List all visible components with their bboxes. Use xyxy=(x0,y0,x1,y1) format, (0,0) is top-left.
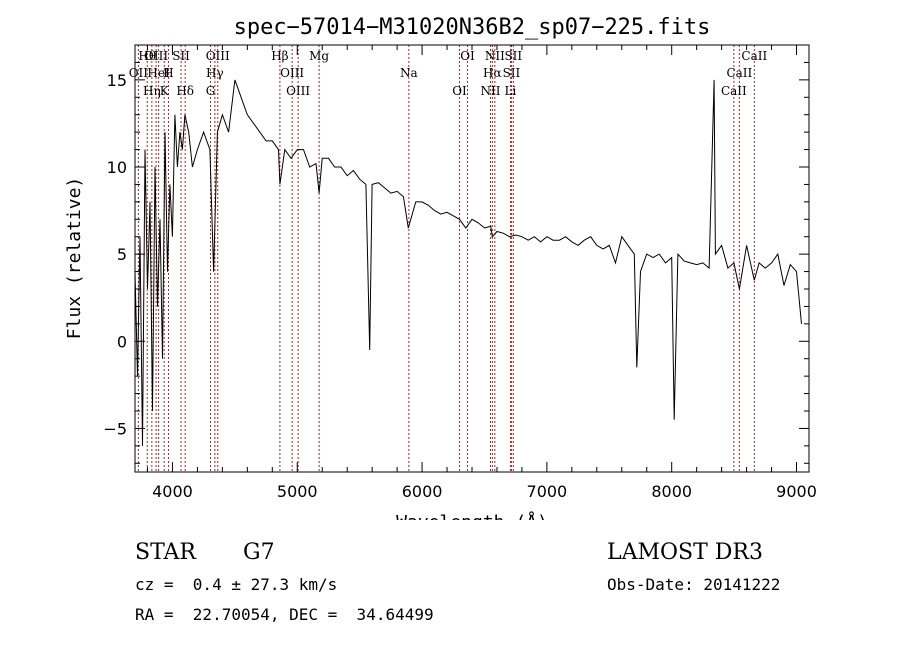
line-marker-label: Hδ xyxy=(176,84,194,98)
line-marker-label: Hγ xyxy=(206,66,224,80)
line-marker-label: Mg xyxy=(309,49,329,63)
line-markers xyxy=(137,45,755,472)
survey-name: LAMOST DR3 xyxy=(607,540,763,565)
x-tick-label: 5000 xyxy=(277,482,318,501)
line-marker-label: G xyxy=(206,84,216,98)
line-marker-label: NII xyxy=(480,84,500,98)
line-marker-label: H xyxy=(163,66,173,80)
x-tick-label: 8000 xyxy=(651,482,692,501)
line-marker-label: Hα xyxy=(483,66,502,80)
line-marker-label: OIII xyxy=(206,49,230,63)
sky-coordinates: RA = 22.70054, DEC = 34.64499 xyxy=(135,605,434,624)
line-marker-label: OI xyxy=(460,49,475,63)
spectrum-chart: spec−57014−M31020N36B2_sp07−225.fits HθO… xyxy=(64,15,817,520)
y-tick-label: 10 xyxy=(107,158,127,177)
object-class: STAR xyxy=(135,540,196,565)
axis-ticks: 4000 5000 6000 7000 8000 9000 −5 0 5 10 15 xyxy=(103,45,817,501)
x-tick-label: 7000 xyxy=(527,482,568,501)
line-marker-label: Hθ xyxy=(138,49,156,63)
line-marker-label: CaII xyxy=(726,66,752,80)
y-tick-label: 15 xyxy=(107,71,127,90)
chart-title: spec−57014−M31020N36B2_sp07−225.fits xyxy=(234,15,711,40)
line-marker-label: HeI xyxy=(147,66,170,80)
line-marker-label: OIII xyxy=(286,84,310,98)
x-axis-label: Wavelength (Å) xyxy=(396,511,548,520)
x-tick-label: 9000 xyxy=(776,482,817,501)
line-marker-label: CaII xyxy=(721,84,747,98)
line-marker-label: NII xyxy=(485,49,505,63)
spectrum-series-line xyxy=(134,79,802,446)
y-axis-label: Flux (relative) xyxy=(64,177,85,340)
line-marker-label: K xyxy=(160,84,170,98)
object-subclass: G7 xyxy=(243,540,275,565)
y-tick-label: 5 xyxy=(117,245,127,264)
line-marker-label: OIII xyxy=(280,66,304,80)
plot-frame xyxy=(134,44,810,473)
line-marker-label: OIII xyxy=(144,49,168,63)
line-marker-label: Li xyxy=(505,84,517,98)
x-tick-label: 4000 xyxy=(152,482,193,501)
line-marker-label: Na xyxy=(400,66,418,80)
redshift-value: cz = 0.4 ± 27.3 km/s xyxy=(135,575,338,594)
line-marker-label: OII xyxy=(129,66,149,80)
line-marker-label: SII xyxy=(172,49,190,63)
y-tick-label: 0 xyxy=(117,332,127,351)
line-marker-label: OI xyxy=(452,84,467,98)
y-tick-label: −5 xyxy=(103,419,127,438)
x-tick-label: 6000 xyxy=(402,482,443,501)
line-marker-label: Hη xyxy=(143,84,161,98)
line-marker-label: SII xyxy=(503,66,521,80)
line-marker-label: CaII xyxy=(741,49,767,63)
line-marker-label: SII xyxy=(504,49,522,63)
observation-date: Obs-Date: 20141222 xyxy=(607,575,781,594)
line-marker-label: Hβ xyxy=(271,49,288,63)
line-marker-labels: Hθ OII Hη OIII HeI K SII HHδ OIII Hγ G Hβ OIII OIII Mg… xyxy=(129,49,768,98)
